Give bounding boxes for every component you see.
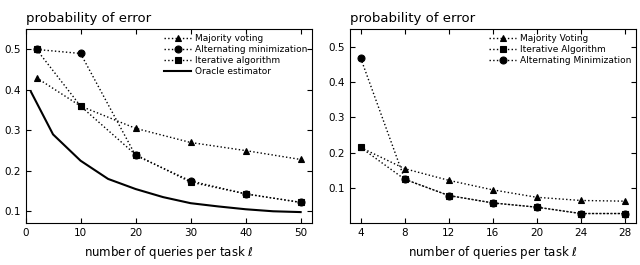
X-axis label: number of queries per task $\ell$: number of queries per task $\ell$ <box>408 244 578 261</box>
Text: probability of error: probability of error <box>349 12 475 25</box>
X-axis label: number of queries per task $\ell$: number of queries per task $\ell$ <box>84 244 253 261</box>
Legend: Majority voting, Alternating minimization, Iterative algorithm, Oracle estimator: Majority voting, Alternating minimizatio… <box>163 32 309 78</box>
Text: probability of error: probability of error <box>26 12 150 25</box>
Legend: Majority Voting, Iterative Algorithm, Alternating Minimization: Majority Voting, Iterative Algorithm, Al… <box>488 32 633 67</box>
